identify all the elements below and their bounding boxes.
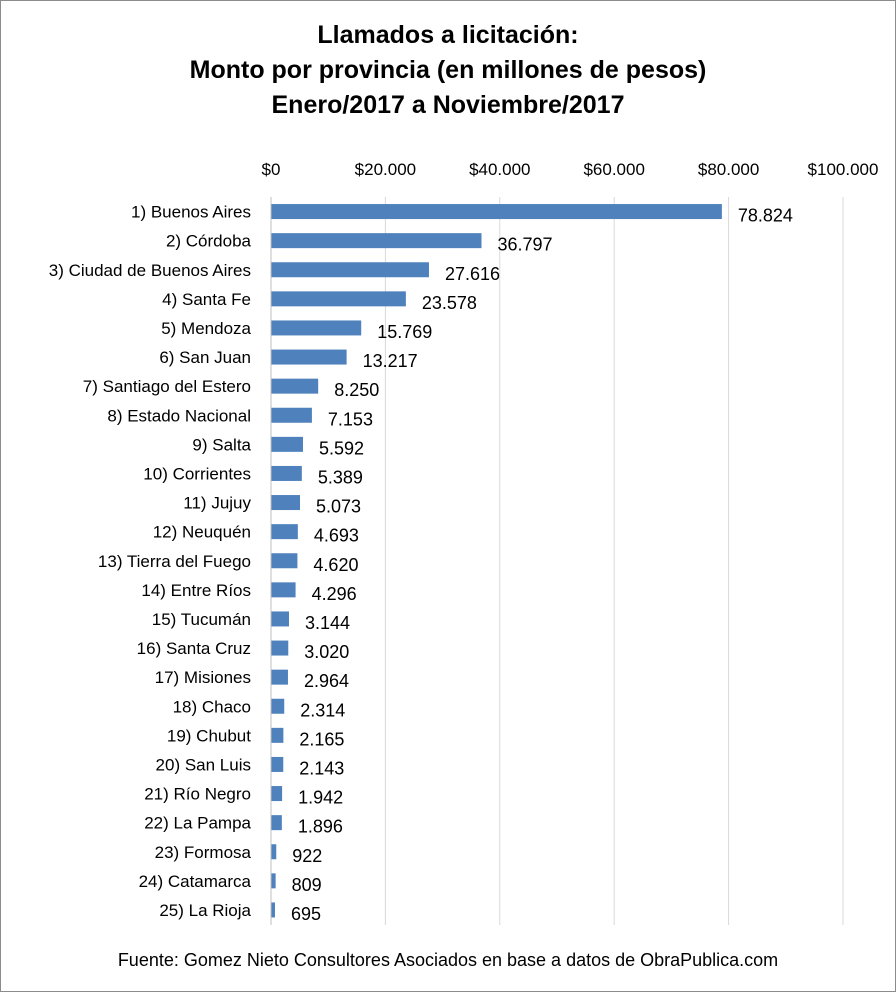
category-label: 23) Formosa (155, 843, 252, 862)
data-label: 5.073 (316, 497, 361, 517)
data-label: 2.143 (299, 758, 344, 778)
data-label: 4.296 (312, 584, 357, 604)
category-label: 24) Catamarca (139, 872, 252, 891)
data-label: 5.592 (319, 438, 364, 458)
bar (271, 262, 429, 278)
bar (271, 873, 276, 889)
bar (271, 553, 298, 569)
data-label: 7.153 (328, 409, 373, 429)
data-label: 5.389 (318, 467, 363, 487)
category-label: 14) Entre Ríos (141, 581, 251, 600)
data-label: 922 (292, 846, 322, 866)
data-label: 1.942 (298, 788, 343, 808)
bar (271, 320, 362, 336)
data-label: 13.217 (363, 351, 418, 371)
bar (271, 378, 319, 394)
data-label: 36.797 (497, 235, 552, 255)
bar (271, 756, 284, 772)
data-label: 2.314 (300, 700, 345, 720)
category-label: 20) San Luis (156, 755, 251, 774)
data-label: 4.620 (313, 555, 358, 575)
chart-title-line-2: Monto por provincia (en millones de peso… (189, 56, 707, 84)
data-label: 3.144 (305, 613, 350, 633)
x-tick-label: $20.000 (355, 160, 416, 179)
bar (271, 436, 303, 452)
chart-title: Llamados a licitación: Monto por provinc… (0, 18, 896, 123)
category-label: 18) Chaco (173, 697, 251, 716)
bar (271, 204, 722, 220)
bar (271, 495, 301, 511)
category-label: 8) Estado Nacional (107, 406, 251, 425)
category-label: 16) Santa Cruz (137, 639, 251, 658)
chart-title-line-3: Enero/2017 a Noviembre/2017 (271, 91, 625, 119)
bar (271, 698, 285, 714)
bar (271, 407, 312, 423)
data-label: 27.616 (445, 264, 500, 284)
bar (271, 582, 296, 598)
data-label: 3.020 (304, 642, 349, 662)
category-label: 25) La Rioja (159, 901, 251, 920)
category-label: 11) Jujuy (183, 494, 251, 513)
x-tick-label: $40.000 (469, 160, 530, 179)
category-label: 12) Neuquén (153, 523, 251, 542)
data-label: 15.769 (377, 322, 432, 342)
bar (271, 291, 406, 307)
data-label: 695 (291, 904, 321, 924)
data-label: 8.250 (334, 380, 379, 400)
bar (271, 844, 277, 860)
category-label: 19) Chubut (167, 726, 251, 745)
category-label: 21) Río Negro (144, 785, 251, 804)
category-label: 22) La Pampa (144, 814, 251, 833)
bar (271, 786, 283, 802)
bar (271, 727, 284, 743)
category-label: 2) Córdoba (166, 232, 252, 251)
category-label: 7) Santiago del Estero (83, 377, 251, 396)
x-tick-label: $100.000 (808, 160, 879, 179)
data-label: 23.578 (422, 293, 477, 313)
category-label: 9) Salta (192, 435, 251, 454)
data-label: 1.896 (298, 817, 343, 837)
data-label: 78.824 (738, 206, 793, 226)
data-label: 2.165 (299, 729, 344, 749)
data-label: 809 (292, 875, 322, 895)
x-tick-label: $0 (262, 160, 281, 179)
bar (271, 349, 347, 365)
bar (271, 902, 275, 918)
category-label: 10) Corrientes (143, 464, 251, 483)
bar (271, 815, 282, 831)
bar (271, 611, 289, 627)
chart-title-line-1: Llamados a licitación: (317, 21, 579, 49)
bar (271, 524, 298, 540)
bar (271, 465, 302, 481)
x-tick-label: $80.000 (698, 160, 759, 179)
category-label: 15) Tucumán (152, 610, 251, 629)
data-label: 4.693 (314, 526, 359, 546)
chart-source: Fuente: Gomez Nieto Consultores Asociado… (117, 950, 779, 970)
x-tick-label: $60.000 (583, 160, 644, 179)
category-label: 17) Misiones (155, 668, 251, 687)
data-label: 2.964 (304, 671, 349, 691)
category-label: 13) Tierra del Fuego (98, 552, 251, 571)
category-label: 1) Buenos Aires (131, 203, 251, 222)
bar (271, 233, 482, 249)
category-label: 6) San Juan (159, 348, 251, 367)
category-label: 4) Santa Fe (162, 290, 251, 309)
category-label: 3) Ciudad de Buenos Aires (49, 261, 251, 280)
bar (271, 640, 289, 656)
bar (271, 669, 288, 685)
category-label: 5) Mendoza (161, 319, 251, 338)
